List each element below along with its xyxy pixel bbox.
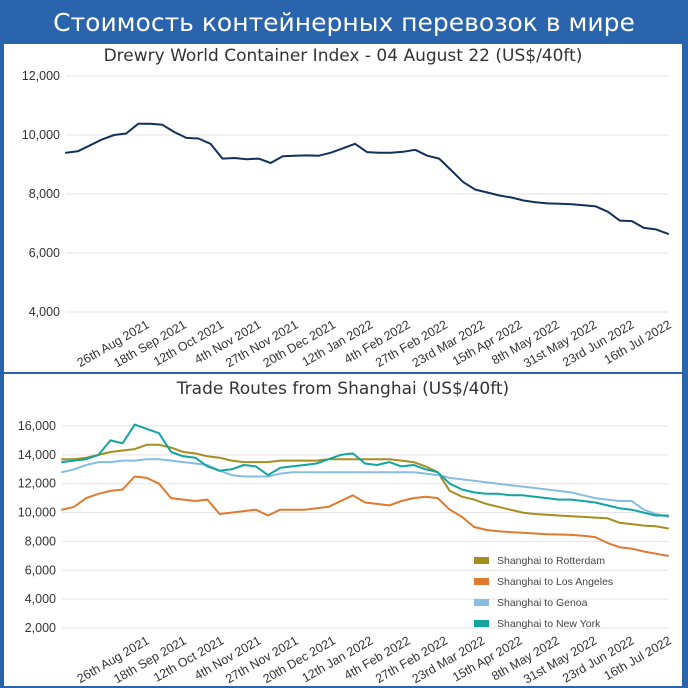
y-tick-label: 10,000 xyxy=(22,128,60,142)
legend-swatch xyxy=(474,557,489,564)
legend-label: Shanghai to Rotterdam xyxy=(497,554,605,567)
legend-label: Shanghai to Genoa xyxy=(497,596,588,609)
y-tick-label: 4,000 xyxy=(25,592,56,606)
chart-panel-bottom: Trade Routes from Shanghai (US$/40ft) 2,… xyxy=(4,374,682,686)
y-tick-label: 6,000 xyxy=(29,246,60,260)
legend-label: Shanghai to New York xyxy=(497,617,601,630)
y-tick-label: 8,000 xyxy=(25,534,56,548)
legend-label: Shanghai to Los Angeles xyxy=(497,575,614,588)
chart-title-top: Drewry World Container Index - 04 August… xyxy=(103,46,583,66)
y-tick-label: 10,000 xyxy=(18,506,56,520)
legend-item: Shanghai to Rotterdam xyxy=(474,550,674,571)
legend-swatch xyxy=(474,578,489,585)
legend-swatch xyxy=(474,620,489,627)
chart-bottom-svg: 2,000 4,000 6,000 8,000 10,000 12,000 14,000 16… xyxy=(18,419,674,686)
legend-item: Shanghai to New York xyxy=(474,613,674,634)
legend-item: Shanghai to Genoa xyxy=(474,592,674,613)
y-tick-label: 12,000 xyxy=(18,477,56,491)
y-tick-label: 14,000 xyxy=(18,448,56,462)
series-line xyxy=(61,423,669,517)
chart-title-bottom: Trade Routes from Shanghai (US$/40ft) xyxy=(176,379,510,399)
y-tick-label: 12,000 xyxy=(22,69,60,83)
y-tick-label: 16,000 xyxy=(18,419,56,433)
legend-item: Shanghai to Los Angeles xyxy=(474,571,674,592)
page-title: Стоимость контейнерных перевозок в мире xyxy=(53,7,635,37)
series-line xyxy=(61,443,669,530)
y-tick-label: 4,000 xyxy=(29,305,60,319)
y-tick-label: 6,000 xyxy=(25,563,56,577)
chart-panel-top: Drewry World Container Index - 04 August… xyxy=(4,44,682,372)
legend-swatch xyxy=(474,599,489,606)
y-tick-label: 2,000 xyxy=(25,621,56,635)
y-tick-label: 8,000 xyxy=(29,187,60,201)
series-line xyxy=(61,475,669,557)
chart-legend: Shanghai to Rotterdam Shanghai to Los An… xyxy=(474,550,674,634)
series-line xyxy=(61,458,669,518)
series-line xyxy=(65,122,669,235)
